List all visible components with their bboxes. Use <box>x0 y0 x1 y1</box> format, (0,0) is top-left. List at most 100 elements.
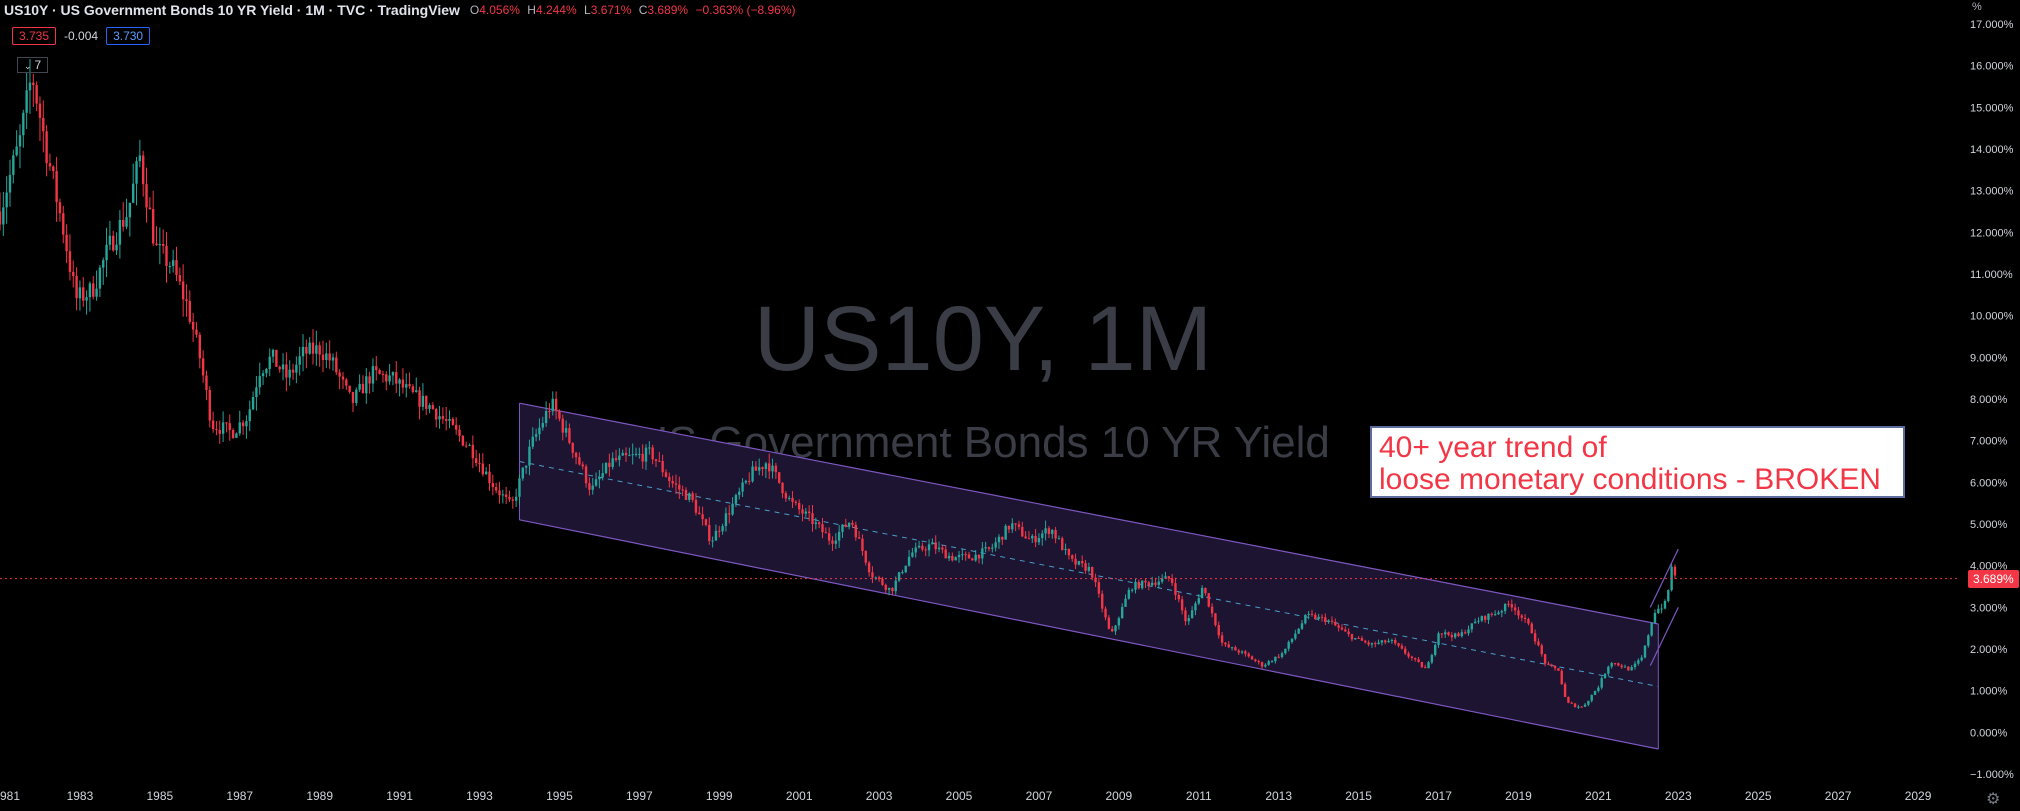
candle-body <box>1507 603 1510 605</box>
candle-body <box>721 526 724 532</box>
candle-body <box>1523 617 1527 620</box>
candle-body <box>1200 587 1204 599</box>
candle-body <box>1317 616 1320 619</box>
candle-body <box>1630 667 1633 671</box>
candle-body <box>1430 654 1434 663</box>
y-axis[interactable]: %−1.000%0.000%1.000%2.000%3.000%4.000%5.… <box>1970 1 2014 781</box>
candle-body <box>871 572 874 578</box>
candle-body <box>1011 523 1014 530</box>
candle-body <box>1307 613 1310 615</box>
ohlc-values: O4.056% H4.244% L3.671% C3.689% −0.363% … <box>470 3 800 17</box>
watermark-symbol: US10Y, 1M <box>754 288 1213 390</box>
candle-body <box>141 155 145 185</box>
candle-body <box>1204 587 1207 594</box>
candle-body <box>588 483 591 490</box>
candle-body <box>325 353 328 360</box>
y-tick-label: 10.000% <box>1970 311 2014 323</box>
channel-upper-line <box>519 402 1659 625</box>
candle-body <box>1457 633 1460 637</box>
candle-body <box>215 429 218 431</box>
candle-body <box>311 342 315 354</box>
candle-body <box>1420 662 1424 668</box>
candle-body <box>1021 526 1024 537</box>
candle-body <box>1623 666 1627 668</box>
candle-body <box>478 463 481 465</box>
x-axis[interactable]: 981 1983 1985 1987 1989 1991 1993 1995 1997 1999 2… <box>0 789 1932 803</box>
candle-body <box>1244 651 1247 654</box>
candle-body <box>1557 668 1560 671</box>
x-tick-label: 1995 <box>546 789 573 803</box>
candle-body <box>1443 632 1447 635</box>
candle-body <box>1513 607 1517 611</box>
candle-body <box>1064 548 1067 551</box>
candle-body <box>1527 619 1530 624</box>
candle-body <box>514 496 518 501</box>
candle-body <box>1610 663 1613 667</box>
gear-icon[interactable]: ⚙ <box>1986 791 2001 808</box>
candle-body <box>72 271 75 277</box>
candle-body <box>1224 642 1227 645</box>
candle-body <box>285 364 288 378</box>
candle-body <box>1603 673 1607 679</box>
candle-body <box>1144 580 1147 583</box>
candle-body <box>874 577 877 579</box>
candle-body <box>1540 645 1543 655</box>
candle-body <box>1497 612 1500 615</box>
candle-body <box>787 497 791 499</box>
candle-body <box>435 409 438 420</box>
symbol-title[interactable]: US10Y · US Government Bonds 10 YR Yield … <box>4 2 460 18</box>
indicators-toggle[interactable]: ⌄ 7 <box>17 57 49 73</box>
candle-body <box>744 480 748 483</box>
buy-button[interactable]: 3.730 <box>106 27 151 45</box>
candle-body <box>0 211 2 225</box>
candle-body <box>1210 606 1214 614</box>
candle-body <box>1230 647 1234 649</box>
candle-body <box>917 545 921 548</box>
x-tick-label: 2003 <box>866 789 893 803</box>
candle-body <box>22 112 25 136</box>
candle-body <box>927 544 931 551</box>
candle-body <box>754 466 758 471</box>
y-tick-label: 14.000% <box>1970 144 2014 156</box>
candle-body <box>65 234 68 252</box>
candle-body <box>1174 583 1177 595</box>
high-value: 4.244% <box>535 3 577 17</box>
candle-body <box>1097 582 1101 594</box>
candle-body <box>861 538 864 552</box>
breakout-channel[interactable] <box>1649 548 1679 666</box>
candle-body <box>1034 535 1037 543</box>
candle-body <box>68 251 72 272</box>
candle-body <box>864 551 867 563</box>
candle-body <box>664 472 668 477</box>
candle-body <box>255 387 258 398</box>
annotation-textbox[interactable]: 40+ year trend of loose monetary conditi… <box>1370 426 1905 498</box>
trend-channel[interactable] <box>518 402 1659 750</box>
candle-body <box>1214 613 1217 626</box>
y-tick-label: 13.000% <box>1970 186 2014 198</box>
candle-body <box>1044 528 1047 534</box>
sell-button[interactable]: 3.735 <box>12 27 57 45</box>
candle-body <box>934 542 937 550</box>
candle-body <box>241 422 245 427</box>
candle-body <box>281 364 285 370</box>
candle-body <box>1254 659 1257 662</box>
candle-body <box>115 244 118 251</box>
candle-body <box>98 267 102 289</box>
candle-body <box>8 174 12 193</box>
candle-body <box>1424 667 1427 669</box>
candle-body <box>38 103 42 118</box>
candle-body <box>1094 577 1097 583</box>
candle-body <box>668 476 671 482</box>
candle-body <box>165 245 168 267</box>
chart-header: US10Y · US Government Bonds 10 YR Yield … <box>4 2 800 18</box>
candle-body <box>1014 523 1017 525</box>
x-tick-label: 1987 <box>226 789 253 803</box>
candle-body <box>1350 634 1354 640</box>
candle-body <box>385 374 388 382</box>
candle-body <box>464 445 468 447</box>
candle-body <box>265 368 268 374</box>
candle-body <box>1031 535 1034 539</box>
x-tick-label: 1985 <box>146 789 173 803</box>
candle-body <box>381 373 385 375</box>
